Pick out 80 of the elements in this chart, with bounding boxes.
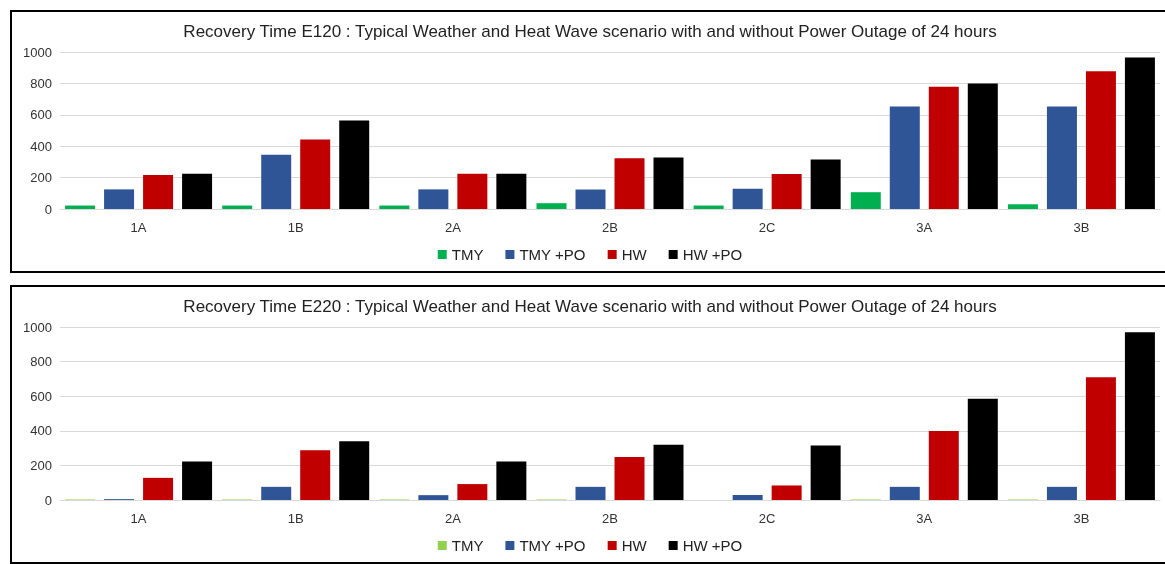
legend-label: TMY [451,246,484,263]
bar [810,445,841,500]
bar [889,106,920,209]
y-tick-label: 800 [30,75,52,91]
legend-label: HW +PO [682,537,743,554]
bar [575,189,606,209]
y-tick-label: 0 [44,492,52,508]
x-tick-label: 3B [1073,220,1090,235]
bar [339,120,370,209]
chart-title: Recovery Time E220 : Typical Weather and Heat Wave scenario with and without Power Outage of 24 hours [183,297,997,316]
bar [967,398,998,500]
bar [261,154,292,209]
y-tick-label: 200 [30,457,52,473]
y-tick-label: 200 [30,170,52,186]
y-tick-label: 400 [30,423,52,439]
legend-label: HW [621,246,648,263]
bar [1046,486,1077,500]
x-tick-label: 1A [130,220,147,235]
y-tick-label: 1000 [23,319,52,335]
chart-title: Recovery Time E120 : Typical Weather and Heat Wave scenario with and without Power Outage of 24 hours [183,22,997,41]
bar [653,444,684,500]
y-tick-label: 400 [30,138,52,154]
bar [496,173,527,209]
bar [1085,377,1116,500]
legend-label: TMY +PO [519,246,586,263]
bar [614,158,645,209]
x-tick-label: 2C [758,220,776,235]
bar [967,83,998,209]
bar [1124,57,1155,209]
y-tick-label: 800 [30,354,52,370]
x-tick-label: 2B [602,511,618,526]
bar [575,486,606,500]
bar [418,495,449,500]
bar [104,189,135,209]
bar [1124,332,1155,500]
bar [732,494,763,500]
y-tick-label: 0 [44,201,52,217]
bar [300,139,331,209]
bar [1046,106,1077,209]
x-tick-label: 2A [444,220,462,235]
x-tick-label: 1B [287,220,304,235]
x-tick-label: 2A [444,511,462,526]
bar [496,461,527,500]
x-tick-label: 3A [916,220,933,235]
y-tick-label: 600 [30,107,52,123]
legend-label: TMY [451,537,484,554]
bar [889,486,920,500]
x-tick-label: 2C [758,511,776,526]
x-tick-label: 1B [287,511,304,526]
y-tick-label: 1000 [23,44,52,60]
bar [732,188,763,209]
bar [182,173,213,209]
bar [261,486,292,500]
bar [457,484,488,500]
bar [810,159,841,209]
bar [614,457,645,500]
bar [653,157,684,209]
bar [771,485,802,500]
bar [928,430,959,500]
bar [300,450,331,500]
bar [143,477,174,500]
bar [418,189,449,209]
legend-label: HW +PO [682,246,743,263]
bar [928,86,959,209]
legend-label: HW [621,537,648,554]
x-tick-label: 1A [130,511,147,526]
y-tick-label: 600 [30,388,52,404]
legend-label: TMY +PO [519,537,586,554]
x-tick-label: 2B [602,220,618,235]
bar [182,461,213,500]
bar [850,192,881,209]
x-tick-label: 3A [916,511,933,526]
bar [1085,71,1116,209]
bar [457,173,488,209]
bar [1007,204,1038,209]
bar [536,203,567,209]
bar [143,175,174,209]
bar [339,441,370,500]
x-tick-label: 3B [1073,511,1090,526]
bar [771,173,802,209]
